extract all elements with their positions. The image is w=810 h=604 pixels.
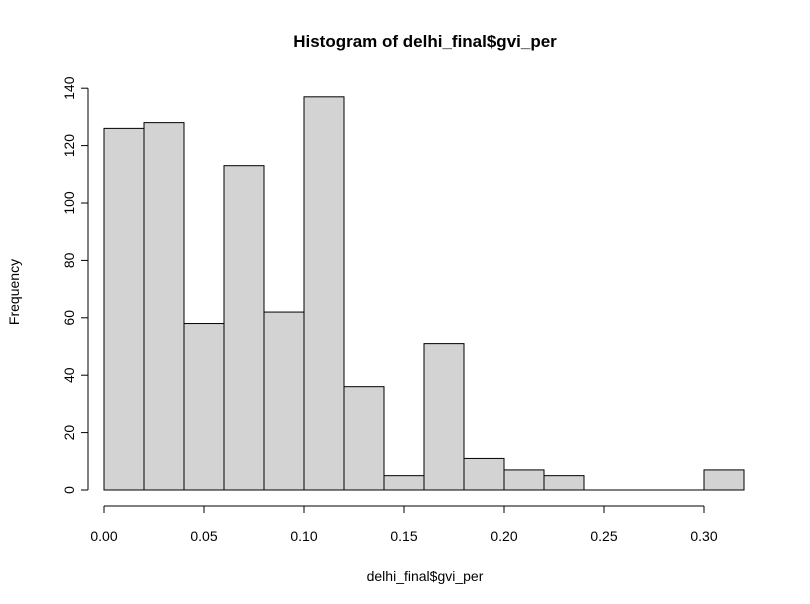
histogram-bar bbox=[303, 96, 345, 491]
bars-group bbox=[103, 96, 745, 491]
histogram-bar bbox=[503, 469, 545, 491]
histogram-bar bbox=[383, 475, 425, 491]
x-tick-label: 0.00 bbox=[90, 528, 117, 544]
y-tick-label: 140 bbox=[61, 76, 77, 100]
x-tick-label: 0.25 bbox=[590, 528, 617, 544]
chart-title: Histogram of delhi_final$gvi_per bbox=[293, 32, 557, 51]
x-tick-label: 0.10 bbox=[290, 528, 317, 544]
y-tick-label: 100 bbox=[61, 191, 77, 215]
y-axis: 0 20 40 60 80 100 120 140 bbox=[61, 76, 89, 494]
histogram-bar bbox=[543, 475, 585, 491]
x-tick-label: 0.15 bbox=[390, 528, 417, 544]
y-tick-label: 40 bbox=[61, 367, 77, 383]
y-tick-label: 120 bbox=[61, 134, 77, 158]
histogram-bar bbox=[703, 469, 745, 491]
histogram-bar bbox=[143, 122, 185, 491]
histogram-bar bbox=[343, 386, 385, 491]
histogram-bar bbox=[103, 127, 145, 491]
x-axis: 0.00 0.05 0.10 0.15 0.20 0.25 0.30 bbox=[90, 505, 718, 544]
histogram-bar bbox=[423, 343, 465, 491]
histogram-bar bbox=[223, 165, 265, 491]
histogram-bar bbox=[183, 323, 225, 491]
y-tick-label: 60 bbox=[61, 310, 77, 326]
histogram-bar bbox=[263, 311, 305, 491]
y-tick-label: 20 bbox=[61, 425, 77, 441]
histogram-bar bbox=[463, 457, 505, 491]
y-tick-label: 80 bbox=[61, 252, 77, 268]
x-tick-label: 0.30 bbox=[690, 528, 717, 544]
x-tick-label: 0.20 bbox=[490, 528, 517, 544]
x-tick-label: 0.05 bbox=[190, 528, 217, 544]
y-axis-title: Frequency bbox=[6, 259, 22, 325]
x-axis-title: delhi_final$gvi_per bbox=[367, 568, 484, 584]
y-tick-label: 0 bbox=[61, 486, 77, 494]
